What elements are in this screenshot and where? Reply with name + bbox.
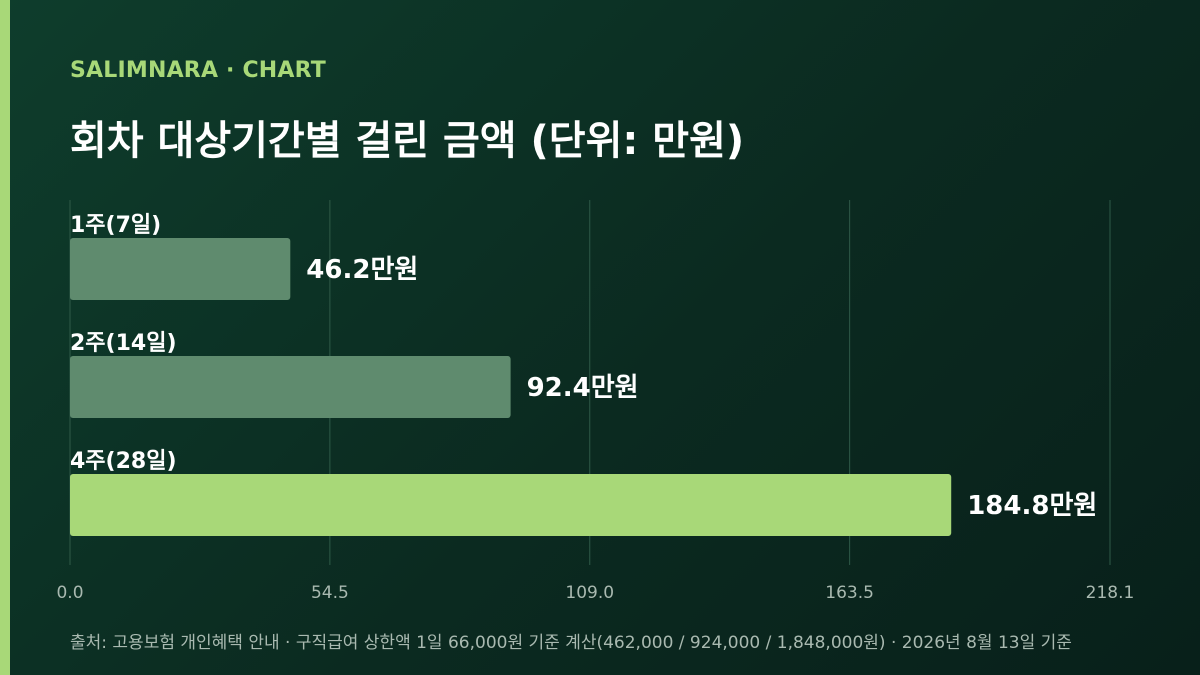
eyebrow-label: SALIMNARA · CHART <box>70 58 326 83</box>
category-label: 1주(7일) <box>70 213 161 238</box>
x-tick-label: 54.5 <box>311 583 349 603</box>
value-label: 92.4만원 <box>527 373 639 403</box>
source-note: 출처: 고용보험 개인혜택 안내 · 구직급여 상한액 1일 66,000원 기… <box>70 633 1072 653</box>
category-label: 2주(14일) <box>70 331 177 356</box>
x-tick-label: 163.5 <box>825 583 874 603</box>
category-label: 4주(28일) <box>70 449 177 474</box>
value-label: 46.2만원 <box>306 255 418 285</box>
chart-title: 회차 대상기간별 걸린 금액 (단위: 만원) <box>70 118 745 164</box>
x-tick-label: 109.0 <box>565 583 614 603</box>
accent-bar <box>0 0 10 675</box>
x-tick-label: 0.0 <box>56 583 83 603</box>
bar <box>70 474 952 536</box>
bar <box>70 356 511 418</box>
bar <box>70 238 291 300</box>
value-label: 184.8만원 <box>967 491 1097 521</box>
x-tick-label: 218.1 <box>1086 583 1135 603</box>
